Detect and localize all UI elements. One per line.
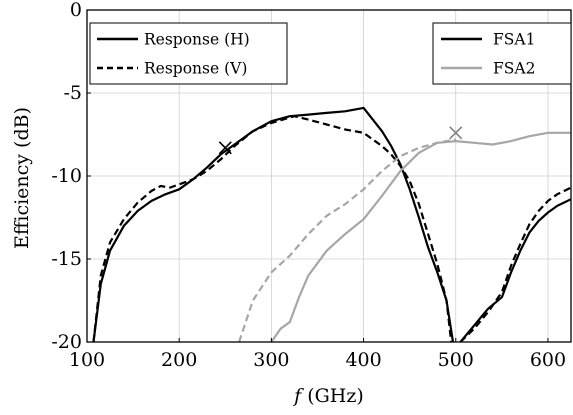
- y-tick-label: -10: [51, 165, 82, 187]
- x-tick-label: 100: [69, 349, 105, 371]
- legend-response-box: [89, 22, 288, 85]
- x-tick-label: 300: [253, 349, 289, 371]
- y-axis-label: Efficiency (dB): [11, 107, 33, 249]
- legend-fsa-box: [432, 22, 572, 85]
- legend-label-response-h: Response (H): [144, 31, 250, 49]
- tick-labels: 100 200 300 400 500 600 0 -5 -10 -15 -20: [51, 0, 566, 371]
- series-line-4: [238, 138, 456, 342]
- legend-label-fsa1: FSA1: [493, 31, 535, 49]
- x-axis-label: f (GHz): [292, 385, 364, 407]
- x-marker-1: [218, 141, 232, 155]
- series-group: [92, 106, 571, 342]
- y-tick-label: 0: [70, 0, 82, 21]
- legend-fsa: FSA1 FSA2: [432, 22, 572, 85]
- x-tick-label: 200: [161, 349, 197, 371]
- x-axis-symbol: f: [292, 385, 304, 407]
- x-marker-2: [449, 126, 463, 140]
- legend-label-fsa2: FSA2: [493, 60, 535, 78]
- series-line-2: [92, 115, 453, 342]
- series-line-5: [459, 198, 571, 342]
- legend-label-response-v: Response (V): [144, 60, 247, 78]
- x-axis-unit: (GHz): [307, 385, 364, 407]
- marker-group: [218, 126, 463, 155]
- x-tick-label: 400: [345, 349, 381, 371]
- series-line-1: [92, 106, 455, 342]
- series-line-3: [270, 131, 571, 342]
- x-tick-label: 600: [530, 349, 566, 371]
- x-tick-label: 500: [438, 349, 474, 371]
- y-tick-label: -5: [63, 82, 82, 104]
- y-tick-label: -15: [51, 248, 82, 270]
- series-line-6: [459, 186, 571, 342]
- legend-response: Response (H) Response (V): [89, 22, 288, 85]
- y-tick-label: -20: [51, 331, 82, 353]
